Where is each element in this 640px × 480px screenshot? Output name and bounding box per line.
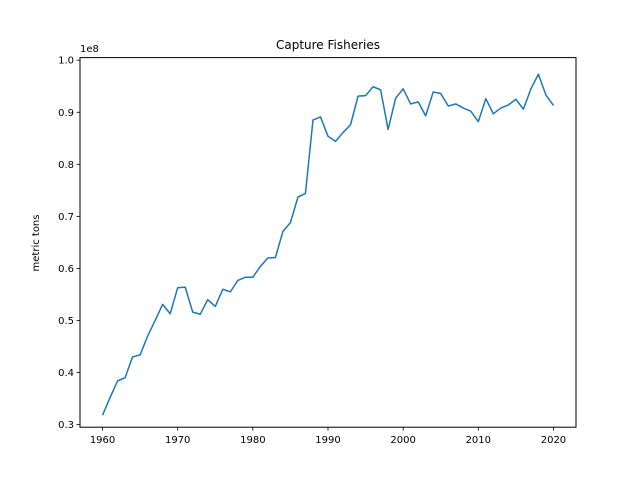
y-tick-label: 0.3 — [58, 420, 74, 431]
y-tick-label: 0.4 — [58, 368, 74, 379]
y-tick-label: 0.7 — [58, 212, 74, 223]
y-tick-label: 0.6 — [58, 264, 74, 275]
chart-title: Capture Fisheries — [276, 38, 380, 52]
x-tick-label: 2020 — [541, 435, 566, 446]
x-tick-label: 1970 — [165, 435, 190, 446]
y-tick-label: 1.0 — [58, 56, 74, 67]
x-tick-label: 1960 — [90, 435, 115, 446]
y-axis-multiplier: 1e8 — [80, 44, 99, 55]
x-tick-label: 2010 — [466, 435, 491, 446]
x-tick-label: 1990 — [315, 435, 340, 446]
plot-area: 1960 1970 1980 1990 2000 2010 2020 0.3 0.4 0.5 0.6… — [58, 56, 566, 446]
plot-frame — [79, 57, 577, 428]
x-tick-label: 2000 — [390, 435, 415, 446]
y-tick-label: 0.9 — [58, 108, 74, 119]
y-tick-label: 0.8 — [58, 160, 74, 171]
x-tick-label: 1980 — [240, 435, 265, 446]
series-line — [101, 73, 555, 416]
y-axis-label: metric tons — [31, 215, 42, 272]
y-tick-label: 0.5 — [58, 316, 74, 327]
